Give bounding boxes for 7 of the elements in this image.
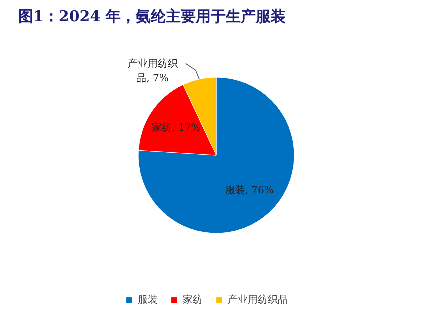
data-label: 服装, 76% bbox=[225, 184, 274, 196]
legend-label: 产业用纺织品 bbox=[228, 294, 288, 307]
data-label: 家纺, 17% bbox=[152, 122, 201, 134]
legend-label: 家纺 bbox=[183, 294, 203, 307]
legend-label: 服装 bbox=[138, 294, 158, 307]
chart-title: 图1：2024 年，氨纶主要用于生产服装 bbox=[18, 8, 286, 26]
data-label: 产业用纺织品, 7% bbox=[128, 58, 178, 84]
